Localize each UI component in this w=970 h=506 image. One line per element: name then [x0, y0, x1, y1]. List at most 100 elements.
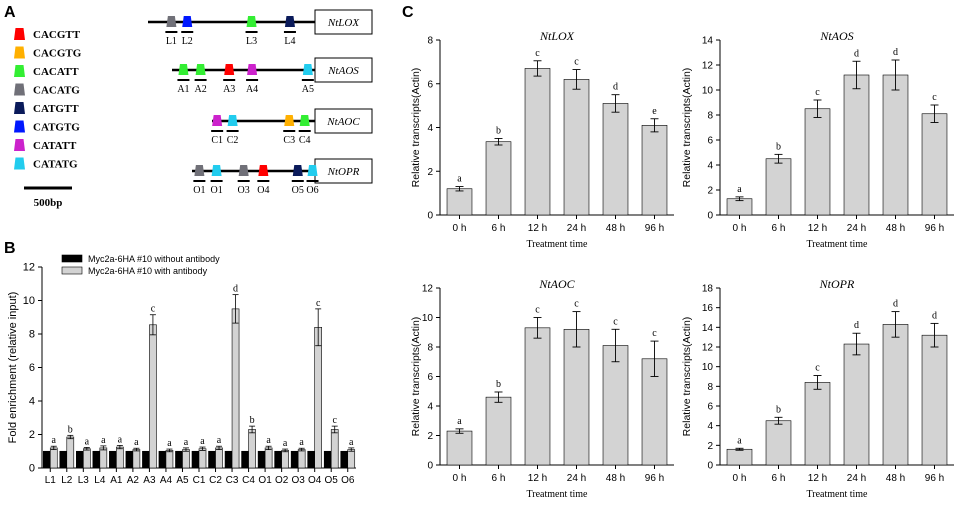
significance-letter: b	[250, 415, 255, 426]
x-tick-label: 0 h	[733, 473, 747, 484]
chart-title: NtOPR	[819, 277, 855, 291]
x-tick-label: L3	[78, 475, 90, 486]
bar-with-antibody	[198, 448, 207, 469]
promoter-motif	[238, 165, 249, 176]
y-axis-label: Relative transcripts(Actin)	[410, 68, 422, 188]
bar-with-antibody	[297, 449, 306, 469]
chart-b: 0 2 4 6 8 10 12 a L1 b L2 a L3 a L4 a A1 a A2 c A3 a A4 a A5 a C1 a…	[7, 254, 356, 486]
x-axis-label: Treatment time	[526, 489, 588, 500]
y-tick-label: 6	[707, 136, 713, 147]
significance-letter: a	[266, 435, 271, 446]
x-tick-label: 96 h	[645, 223, 664, 234]
significance-letter: b	[68, 424, 73, 435]
promoter-motif	[227, 115, 238, 126]
bar-without-antibody	[257, 450, 266, 469]
significance-letter: d	[932, 310, 937, 321]
legend-swatch	[61, 266, 83, 275]
motif-site-label: L1	[166, 36, 177, 47]
x-tick-label: A2	[127, 475, 140, 486]
x-tick-label: 24 h	[567, 223, 586, 234]
motif-color-swatch	[14, 157, 25, 170]
y-tick-label: 8	[427, 36, 433, 47]
bar-without-antibody	[224, 450, 233, 469]
significance-letter: a	[283, 438, 288, 449]
x-tick-label: O2	[275, 475, 289, 486]
panel-label-a: A	[4, 4, 16, 21]
y-tick-label: 8	[29, 329, 35, 341]
significance-letter: d	[893, 299, 898, 310]
chart-ntaos: 0 2 4 6 8 10 12 14 a 0 h b 6 h c 12 h d 24 h d 48 h c 96 h N…	[681, 29, 954, 250]
significance-letter: a	[167, 438, 172, 449]
motif-site-label: O1	[210, 185, 222, 196]
x-axis-label: Treatment time	[526, 239, 588, 250]
y-axis-label: Relative transcripts(Actin)	[681, 317, 693, 437]
gene-box	[314, 108, 373, 134]
motif-sequence-label: CACGTT	[33, 29, 81, 41]
x-tick-label: L2	[61, 475, 73, 486]
legend-swatch	[61, 254, 83, 263]
bar-with-antibody	[83, 448, 91, 469]
motif-site-label: O5	[292, 185, 304, 196]
significance-letter: c	[815, 87, 820, 98]
motif-site-label: L4	[284, 36, 295, 47]
promoter-motif	[307, 165, 318, 176]
bar-with-antibody	[165, 450, 174, 469]
significance-letter: b	[776, 404, 781, 415]
bar	[843, 343, 870, 466]
significance-letter: d	[854, 48, 859, 59]
promoter-motif	[246, 16, 257, 27]
y-tick-label: 4	[29, 396, 35, 408]
x-tick-label: L1	[45, 475, 57, 486]
bar	[921, 113, 948, 216]
significance-letter: a	[52, 435, 57, 446]
promoter-motif	[284, 16, 295, 27]
significance-letter: a	[737, 435, 742, 446]
promoter-motif	[247, 64, 258, 75]
bar-without-antibody	[142, 450, 150, 469]
motif-sequence-label: CACGTG	[33, 48, 82, 60]
x-tick-label: 12 h	[528, 223, 547, 234]
y-tick-label: 12	[702, 61, 714, 72]
x-tick-label: 48 h	[606, 223, 625, 234]
bar	[485, 141, 512, 216]
significance-letter: a	[101, 435, 106, 446]
motif-site-label: L2	[182, 36, 193, 47]
x-tick-label: 0 h	[453, 223, 467, 234]
bar-without-antibody	[323, 450, 332, 469]
x-tick-label: 12 h	[528, 473, 547, 484]
x-tick-label: A3	[143, 475, 156, 486]
motif-site-label: C4	[299, 135, 311, 146]
x-tick-label: O6	[341, 475, 355, 486]
y-tick-label: 8	[707, 382, 713, 393]
significance-letter: a	[299, 437, 304, 448]
y-tick-label: 14	[702, 36, 714, 47]
y-tick-label: 0	[29, 463, 35, 475]
promoter-motif	[194, 165, 205, 176]
x-tick-label: 96 h	[925, 473, 944, 484]
y-tick-label: 2	[707, 441, 713, 452]
bar	[804, 108, 831, 216]
bar	[602, 345, 629, 466]
x-tick-label: A1	[110, 475, 123, 486]
bar-without-antibody	[340, 450, 349, 469]
bar-without-antibody	[191, 450, 200, 469]
y-tick-label: 0	[707, 461, 713, 472]
bar	[921, 334, 948, 466]
significance-letter: c	[151, 304, 156, 315]
promoter-motif	[224, 64, 235, 75]
y-tick-label: 10	[702, 362, 714, 373]
motif-site-label: A3	[223, 84, 235, 95]
motif-site-label: C1	[211, 135, 223, 146]
bar-with-antibody	[248, 429, 256, 469]
motif-color-swatch	[14, 120, 25, 133]
x-tick-label: 6 h	[492, 473, 506, 484]
y-tick-label: 18	[702, 284, 714, 295]
significance-letter: d	[893, 47, 898, 58]
x-tick-label: A5	[176, 475, 189, 486]
chart-ntaoc: 0 2 4 6 8 10 12 a 0 h b 6 h c 12 h c 24 h c 48 h c 96 h NtA…	[410, 277, 674, 500]
motif-color-swatch	[14, 65, 25, 77]
significance-letter: a	[457, 174, 462, 185]
y-axis-label: Relative transcripts(Actin)	[410, 317, 422, 437]
significance-letter: b	[496, 379, 501, 390]
